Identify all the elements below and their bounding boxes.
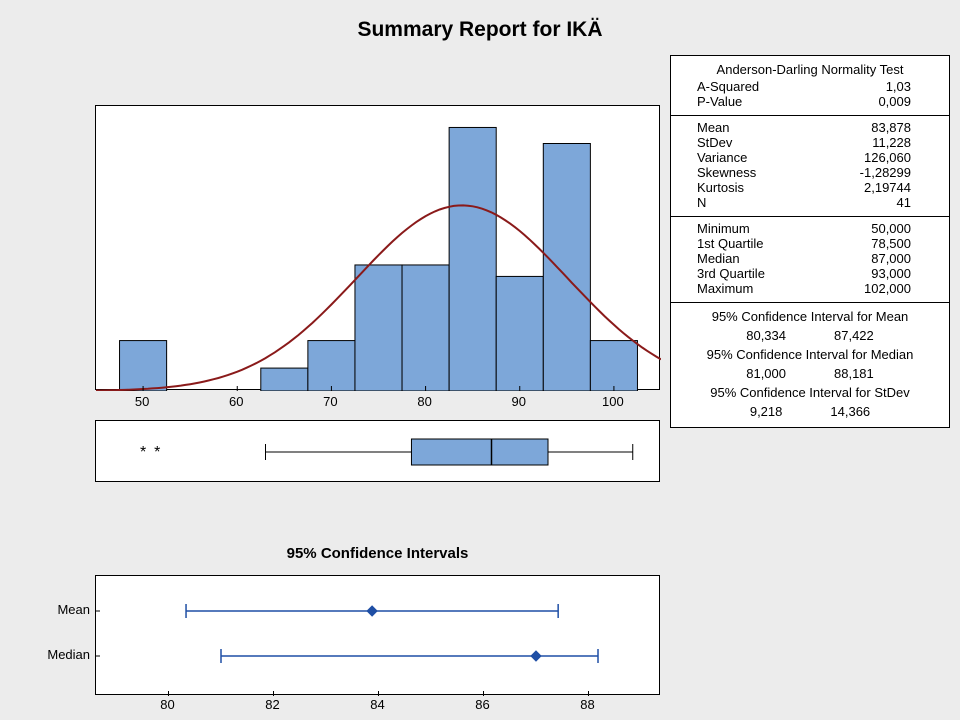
ci-stat-low: 80,334	[746, 328, 786, 343]
ci-stat-pair: 81,000 88,181	[681, 364, 939, 383]
fivenum-block: Minimum50,0001st Quartile78,500Median87,…	[671, 216, 949, 302]
stat-row: Maximum102,000	[681, 281, 939, 296]
stat-value: -1,28299	[799, 165, 939, 180]
stat-row: Variance126,060	[681, 150, 939, 165]
page-title: Summary Report for IKÄ	[0, 18, 960, 42]
stat-row: A-Squared1,03	[681, 79, 939, 94]
histogram-x-tick: 90	[512, 394, 526, 409]
histogram-bar	[449, 127, 496, 391]
ci-panel	[95, 575, 660, 695]
stat-row: 1st Quartile78,500	[681, 236, 939, 251]
stat-row: Kurtosis2,19744	[681, 180, 939, 195]
stat-value: 126,060	[799, 150, 939, 165]
stat-key: 3rd Quartile	[681, 266, 799, 281]
histogram-bar	[496, 276, 543, 391]
stat-row: Mean83,878	[681, 120, 939, 135]
normality-header: Anderson-Darling Normality Test	[681, 62, 939, 77]
stat-row: Median87,000	[681, 251, 939, 266]
ci-stat-low: 9,218	[750, 404, 783, 419]
ci-x-tick: 84	[370, 697, 384, 712]
stat-key: Mean	[681, 120, 799, 135]
ci-x-tick: 86	[475, 697, 489, 712]
stat-key: P-Value	[681, 94, 799, 109]
stat-value: 0,009	[799, 94, 939, 109]
stat-row: Minimum50,000	[681, 221, 939, 236]
histogram-x-tick: 70	[323, 394, 337, 409]
stat-key: Skewness	[681, 165, 799, 180]
stat-row: 3rd Quartile93,000	[681, 266, 939, 281]
stat-key: Variance	[681, 150, 799, 165]
ci-point	[367, 606, 377, 616]
ci-x-tick: 80	[160, 697, 174, 712]
stat-row: N41	[681, 195, 939, 210]
ci-stat-high: 87,422	[834, 328, 874, 343]
histogram-x-tick: 50	[135, 394, 149, 409]
boxplot-panel: **	[95, 420, 660, 482]
ci-chart-title: 95% Confidence Intervals	[95, 545, 660, 562]
ci-x-tick: 82	[265, 697, 279, 712]
stat-value: 87,000	[799, 251, 939, 266]
ci-row-label: Median	[0, 647, 90, 662]
stats-panel: Anderson-Darling Normality Test A-Square…	[670, 55, 950, 428]
histogram-x-tick: 80	[417, 394, 431, 409]
stat-row: P-Value0,009	[681, 94, 939, 109]
stat-value: 78,500	[799, 236, 939, 251]
stat-key: StDev	[681, 135, 799, 150]
normality-block: Anderson-Darling Normality Test A-Square…	[671, 56, 949, 115]
stat-value: 83,878	[799, 120, 939, 135]
histogram-bar	[261, 368, 308, 391]
histogram-x-tick: 100	[602, 394, 624, 409]
histogram-bar	[543, 144, 590, 392]
histogram-bar	[590, 341, 637, 391]
ci-svg	[96, 576, 661, 696]
histogram-x-tick: 60	[229, 394, 243, 409]
stat-key: A-Squared	[681, 79, 799, 94]
stat-key: Kurtosis	[681, 180, 799, 195]
moments-block: Mean83,878StDev11,228Variance126,060Skew…	[671, 115, 949, 216]
stat-value: 1,03	[799, 79, 939, 94]
boxplot-svg: **	[96, 421, 661, 483]
ci-block: 95% Confidence Interval for Mean 80,334 87…	[671, 302, 949, 427]
outlier-marker: *	[140, 444, 146, 461]
histogram-panel	[95, 105, 660, 390]
histogram-bar	[355, 265, 402, 391]
ci-row-label: Mean	[0, 602, 90, 617]
stat-key: Median	[681, 251, 799, 266]
histogram-svg	[96, 106, 661, 391]
stat-value: 11,228	[799, 135, 939, 150]
ci-stat-pair: 9,218 14,366	[681, 402, 939, 421]
ci-stat-high: 88,181	[834, 366, 874, 381]
ci-stat-header: 95% Confidence Interval for Mean	[681, 309, 939, 324]
histogram-bar	[308, 341, 355, 391]
ci-stat-pair: 80,334 87,422	[681, 326, 939, 345]
stat-value: 41	[799, 195, 939, 210]
stat-key: Minimum	[681, 221, 799, 236]
stat-value: 2,19744	[799, 180, 939, 195]
ci-x-tick: 88	[580, 697, 594, 712]
stat-row: Skewness-1,28299	[681, 165, 939, 180]
stat-value: 50,000	[799, 221, 939, 236]
stat-value: 93,000	[799, 266, 939, 281]
stat-row: StDev11,228	[681, 135, 939, 150]
outlier-marker: *	[154, 444, 160, 461]
stat-value: 102,000	[799, 281, 939, 296]
ci-stat-header: 95% Confidence Interval for Median	[681, 347, 939, 362]
box	[411, 439, 548, 465]
stat-key: 1st Quartile	[681, 236, 799, 251]
stat-key: Maximum	[681, 281, 799, 296]
stat-key: N	[681, 195, 799, 210]
histogram-bar	[402, 265, 449, 391]
ci-stat-low: 81,000	[746, 366, 786, 381]
ci-stat-high: 14,366	[830, 404, 870, 419]
histogram-bar	[120, 341, 167, 391]
ci-point	[531, 651, 541, 661]
ci-stat-header: 95% Confidence Interval for StDev	[681, 385, 939, 400]
